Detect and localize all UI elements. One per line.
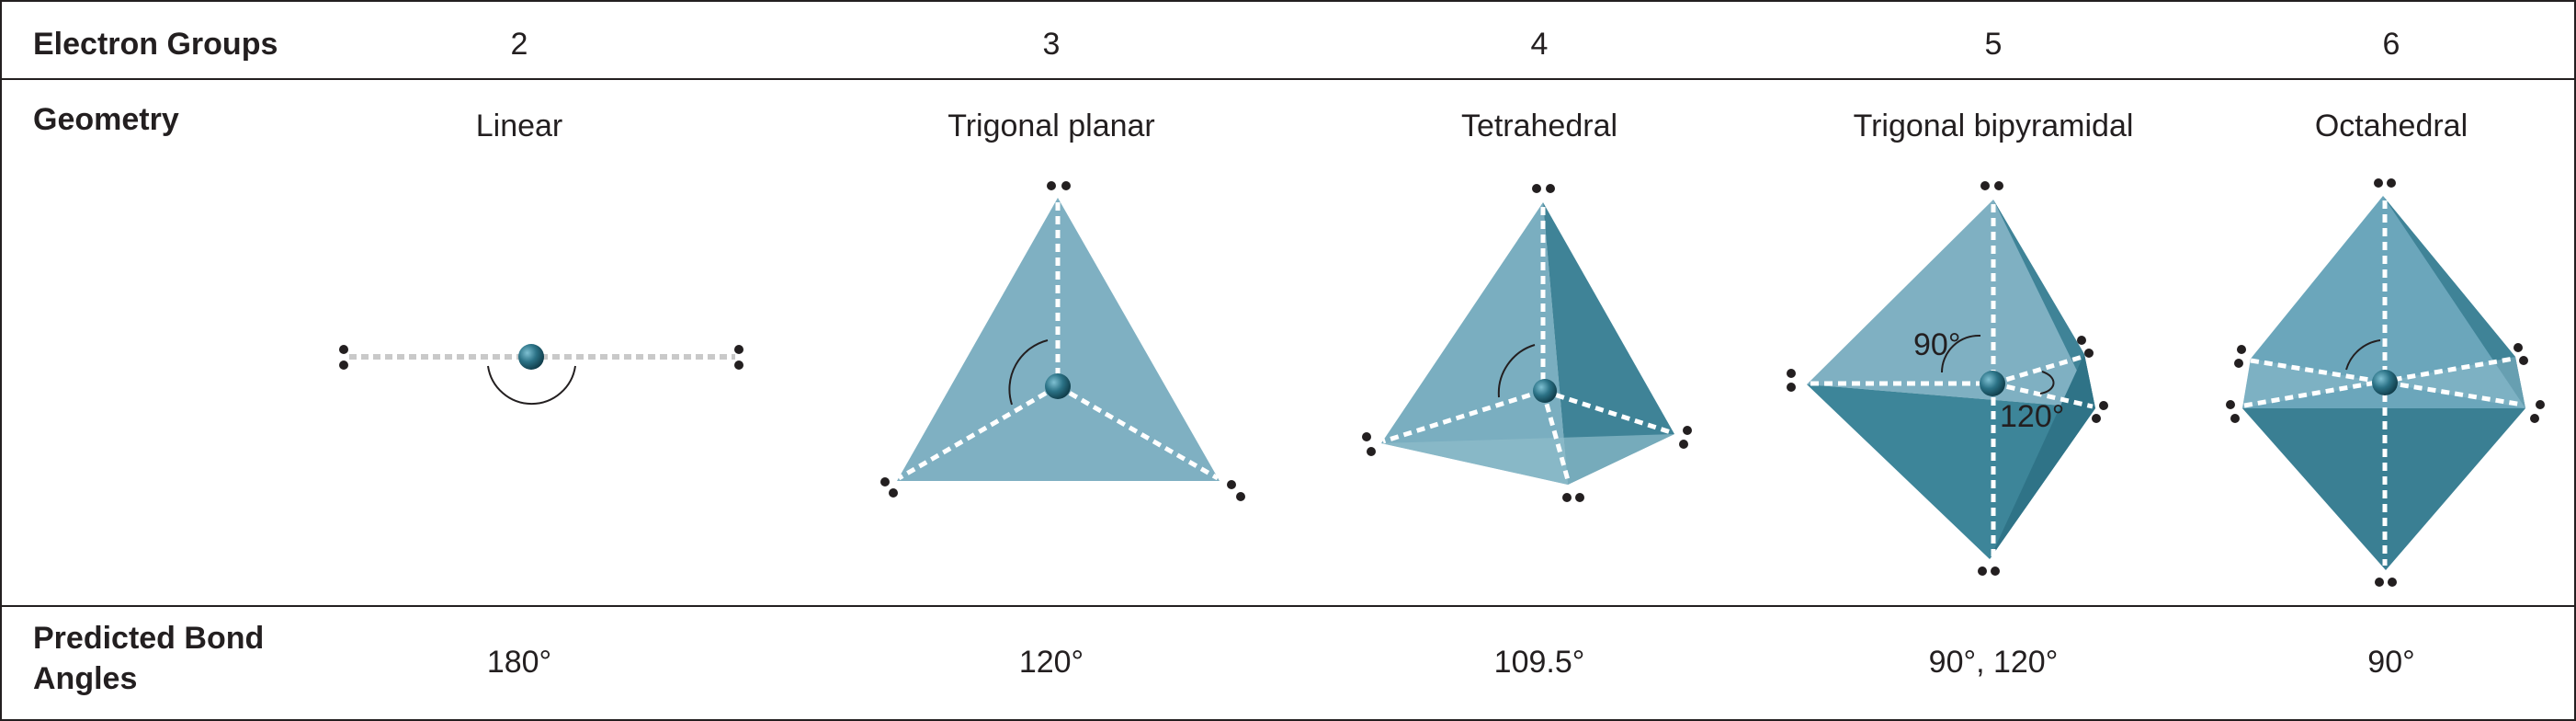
geometry-octahedral: Octahedral — [2314, 109, 2468, 143]
trigonal-planar-molecule — [880, 181, 1245, 501]
angle-120: 120° — [1018, 645, 1084, 680]
annotation-90: 90° — [1913, 327, 1960, 362]
linear-molecule — [339, 344, 743, 406]
tetrahedral-molecule — [1362, 184, 1692, 502]
geometry-tetrahedral: Tetrahedral — [1460, 109, 1618, 143]
groups-6: 6 — [2382, 27, 2400, 62]
groups-2: 2 — [510, 27, 528, 62]
geometry-header: Geometry — [33, 102, 179, 137]
row-divider — [0, 78, 2576, 80]
bond-angles-header: Predicted Bond Angles — [33, 621, 265, 696]
geometry-trigonal-planar: Trigonal planar — [948, 109, 1155, 143]
octahedral-molecule — [2226, 178, 2545, 587]
groups-4: 4 — [1530, 27, 1549, 62]
annotation-120: 120° — [2000, 399, 2064, 434]
geometry-trigonal-bipyramidal: Trigonal bipyramidal — [1853, 109, 2134, 143]
angle-109-5: 109.5° — [1493, 645, 1585, 680]
geometry-linear: Linear — [475, 109, 563, 143]
groups-3: 3 — [1042, 27, 1061, 62]
trigonal-bipyramidal-molecule: 90° 120° — [1787, 181, 2108, 576]
groups-5: 5 — [1984, 27, 2003, 62]
angle-180: 180° — [486, 645, 552, 680]
row-divider — [0, 605, 2576, 607]
angle-90-120: 90°, 120° — [1928, 645, 2059, 680]
angle-90: 90° — [2367, 645, 2415, 680]
electron-groups-header: Electron Groups — [33, 27, 278, 62]
